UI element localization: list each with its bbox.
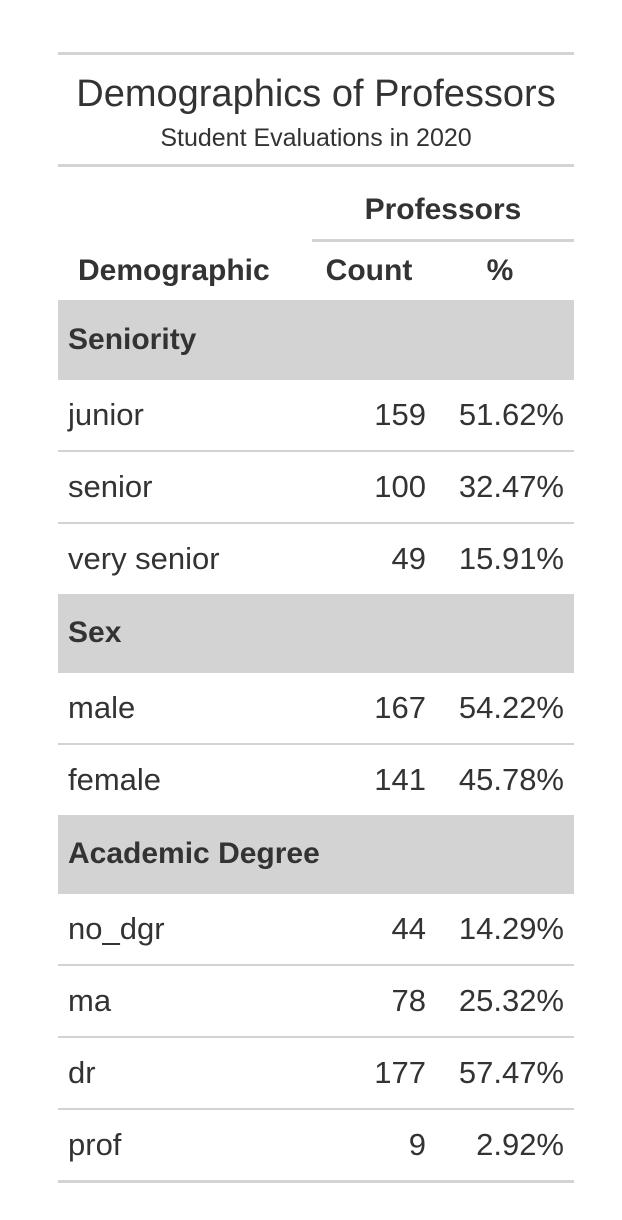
- row-label: no_dgr: [58, 892, 312, 966]
- group-label: Academic Degree: [58, 816, 574, 894]
- table-title: Demographics of Professors: [76, 73, 556, 115]
- row-count: 100: [312, 451, 426, 524]
- row-percent: 32.47%: [426, 451, 574, 524]
- table-subtitle: Student Evaluations in 2020: [160, 124, 472, 152]
- table-row: senior 100 32.47%: [58, 451, 574, 524]
- row-count: 177: [312, 1037, 426, 1110]
- row-percent: 25.32%: [426, 965, 574, 1038]
- row-label: very senior: [58, 523, 312, 596]
- spanner-rule-cell: [312, 239, 574, 242]
- row-label: junior: [58, 378, 312, 452]
- table-row: very senior 49 15.91%: [58, 523, 574, 596]
- row-count: 44: [312, 892, 426, 966]
- row-label: female: [58, 744, 312, 817]
- table-row: no_dgr 44 14.29%: [58, 892, 574, 966]
- row-count: 49: [312, 523, 426, 596]
- row-count: 9: [312, 1109, 426, 1183]
- spanner-empty-cell: [58, 167, 312, 239]
- row-percent: 57.47%: [426, 1037, 574, 1110]
- row-percent: 2.92%: [426, 1109, 574, 1183]
- spanner-row: Professors: [58, 167, 574, 239]
- table-row: junior 159 51.62%: [58, 378, 574, 452]
- row-label: senior: [58, 451, 312, 524]
- row-percent: 15.91%: [426, 523, 574, 596]
- row-count: 141: [312, 744, 426, 817]
- row-label: prof: [58, 1109, 312, 1183]
- spanner-rule-row: [58, 239, 574, 242]
- column-header-count: Count: [312, 242, 426, 303]
- column-header-row: Demographic Count %: [58, 242, 574, 303]
- row-percent: 51.62%: [426, 378, 574, 452]
- column-header-percent: %: [426, 242, 574, 303]
- group-row: Sex: [58, 595, 574, 673]
- table-row: dr 177 57.47%: [58, 1037, 574, 1110]
- row-percent: 45.78%: [426, 744, 574, 817]
- row-percent: 14.29%: [426, 892, 574, 966]
- data-table: Professors Demographic Count % Seniority…: [58, 167, 574, 1183]
- table-row: ma 78 25.32%: [58, 965, 574, 1038]
- table-row: prof 9 2.92%: [58, 1109, 574, 1183]
- row-label: male: [58, 671, 312, 745]
- spanner-cell: Professors: [312, 167, 574, 239]
- table-body: Seniority junior 159 51.62% senior 100 32.47% v…: [58, 301, 574, 1183]
- column-header-demographic: Demographic: [58, 242, 312, 303]
- table-row: male 167 54.22%: [58, 671, 574, 745]
- row-count: 159: [312, 378, 426, 452]
- table-row: female 141 45.78%: [58, 744, 574, 817]
- row-label: ma: [58, 965, 312, 1038]
- spanner-label: Professors: [364, 193, 522, 226]
- group-label: Seniority: [58, 301, 574, 380]
- row-label: dr: [58, 1037, 312, 1110]
- group-label: Sex: [58, 595, 574, 673]
- row-count: 167: [312, 671, 426, 745]
- group-row: Seniority: [58, 301, 574, 380]
- demographics-table: Demographics of Professors Student Evalu…: [58, 52, 574, 1183]
- row-percent: 54.22%: [426, 671, 574, 745]
- row-count: 78: [312, 965, 426, 1038]
- group-row: Academic Degree: [58, 816, 574, 894]
- heading-rule: [58, 164, 574, 167]
- top-rule: [58, 52, 574, 55]
- spanner-rule: [312, 239, 574, 242]
